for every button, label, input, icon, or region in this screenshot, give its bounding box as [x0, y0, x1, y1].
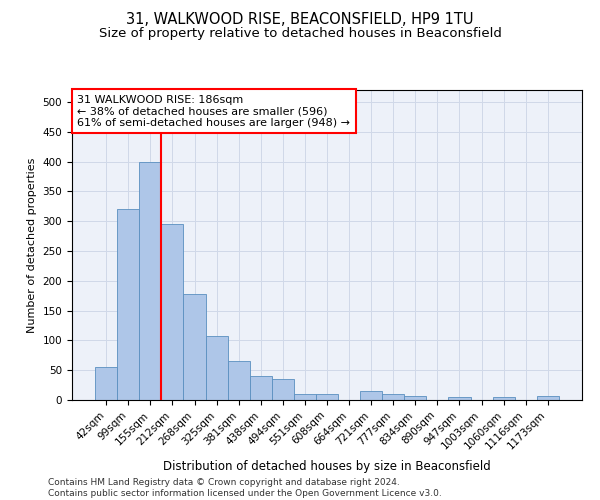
- Text: Contains HM Land Registry data © Crown copyright and database right 2024.
Contai: Contains HM Land Registry data © Crown c…: [48, 478, 442, 498]
- Y-axis label: Number of detached properties: Number of detached properties: [27, 158, 37, 332]
- Text: Size of property relative to detached houses in Beaconsfield: Size of property relative to detached ho…: [98, 28, 502, 40]
- Bar: [360, 391, 382, 400]
- Bar: [272, 379, 294, 400]
- Bar: [316, 394, 338, 400]
- Bar: [382, 394, 404, 400]
- Bar: [404, 396, 427, 400]
- Bar: [250, 376, 272, 400]
- Bar: [227, 361, 250, 400]
- Bar: [95, 367, 117, 400]
- Bar: [537, 396, 559, 400]
- Bar: [448, 397, 470, 400]
- Bar: [161, 224, 184, 400]
- Text: 31, WALKWOOD RISE, BEACONSFIELD, HP9 1TU: 31, WALKWOOD RISE, BEACONSFIELD, HP9 1TU: [126, 12, 474, 28]
- Bar: [184, 294, 206, 400]
- Bar: [294, 394, 316, 400]
- X-axis label: Distribution of detached houses by size in Beaconsfield: Distribution of detached houses by size …: [163, 460, 491, 472]
- Text: 31 WALKWOOD RISE: 186sqm
← 38% of detached houses are smaller (596)
61% of semi-: 31 WALKWOOD RISE: 186sqm ← 38% of detach…: [77, 94, 350, 128]
- Bar: [117, 209, 139, 400]
- Bar: [493, 397, 515, 400]
- Bar: [206, 336, 227, 400]
- Bar: [139, 162, 161, 400]
